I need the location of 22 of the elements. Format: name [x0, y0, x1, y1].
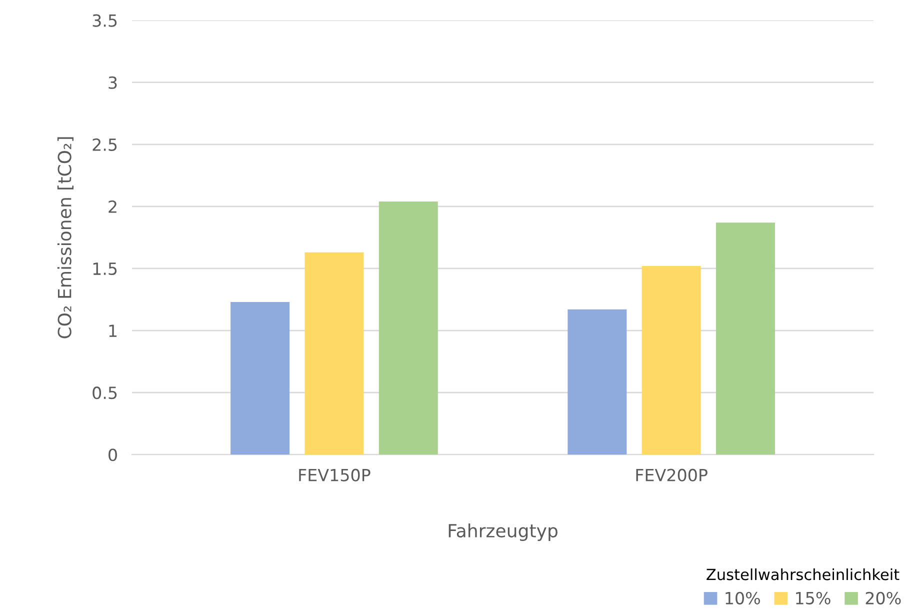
bar	[716, 222, 775, 455]
x-tick-label: FEV150P	[299, 468, 370, 482]
bar	[304, 252, 364, 455]
legend-title: Zustellwahrscheinlichkeit	[706, 568, 900, 580]
legend-label: 10%	[726, 592, 760, 604]
bar	[378, 201, 438, 455]
y-tick-label: 1	[109, 324, 117, 337]
bar	[568, 309, 627, 455]
y-tick-label: 2.5	[92, 138, 117, 151]
x-tick-label: FEV200P	[636, 468, 708, 482]
y-tick-label: 3	[108, 76, 117, 89]
y-tick-label: 3.5	[92, 14, 117, 27]
bar	[642, 266, 701, 455]
y-tick-label: 2	[108, 200, 116, 213]
y-tick-label: 0.5	[92, 386, 117, 400]
bar	[230, 302, 290, 455]
legend-label: 20%	[866, 592, 901, 604]
y-axis-title: CO₂ Emissionen [tCO₂]	[57, 137, 74, 338]
x-axis-title: Fahrzeugtyp	[448, 524, 558, 541]
y-tick-label: 1.5	[93, 262, 117, 276]
legend-label: 15%	[796, 592, 830, 604]
y-tick-label: 0	[108, 448, 117, 462]
